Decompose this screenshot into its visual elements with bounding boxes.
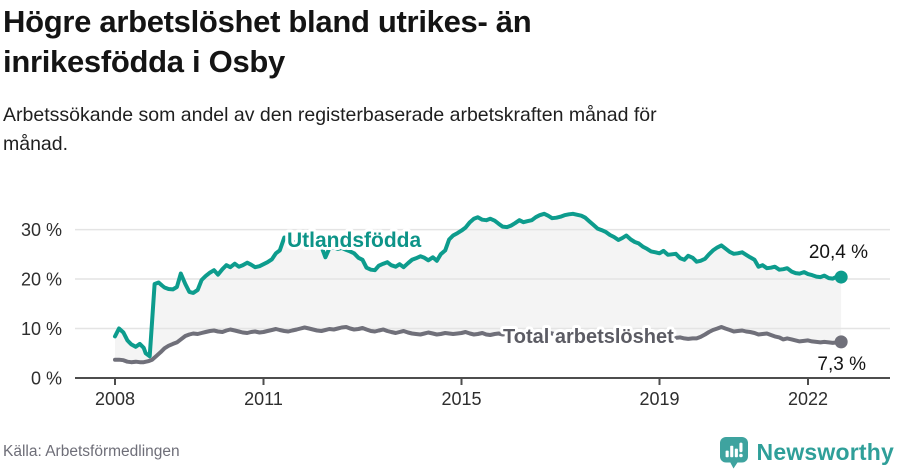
unemployment-line-chart: 0 % 10 % 20 % 30 % 2008 2011 2015 2019 2022 Utlan… (21, 211, 890, 409)
y-axis-tick-label: 20 % (21, 270, 62, 290)
newsworthy-logo[interactable]: Newsworthy (719, 436, 894, 469)
series-label-utlandsfodda: Utlandsfödda (287, 229, 421, 252)
end-value-total: 7,3 % (817, 354, 866, 375)
y-axis-tick-label: 30 % (21, 220, 62, 240)
x-axis-tick-label: 2019 (639, 389, 679, 409)
source-note: Källa: Arbetsförmedlingen (3, 443, 180, 460)
page-subtitle: Arbetssökande som andel av den registerb… (3, 104, 657, 155)
x-axis-tick-label: 2022 (788, 389, 828, 409)
x-axis-tick-label: 2011 (244, 389, 283, 409)
footer: Källa: Arbetsförmedlingen Newsworthy (0, 430, 900, 474)
y-axis-tick-label: 10 % (21, 319, 62, 339)
x-axis-tick-label: 2015 (441, 389, 481, 409)
x-axis-tick-label: 2008 (95, 389, 135, 409)
series-line-utlandsfodda (113, 211, 844, 359)
end-value-utlandsfodda: 20,4 % (809, 242, 868, 263)
series-end-dot-total (834, 335, 848, 349)
line-chart: 0 % 10 % 20 % 30 % 2008 2011 2015 2019 2022 Utlan… (0, 186, 900, 420)
y-axis-tick-label: 0 % (31, 369, 62, 389)
fill-between-series (115, 213, 842, 363)
newsworthy-logo-text: Newsworthy (756, 438, 894, 465)
series-line-total (113, 325, 844, 365)
series-end-dot-utlandsfodda (834, 270, 848, 284)
page-title: Högre arbetslöshet bland utrikes- än inr… (3, 4, 532, 79)
newsworthy-bubble-chart-icon (719, 436, 748, 468)
series-label-total: Total arbetslöshet (503, 326, 674, 348)
